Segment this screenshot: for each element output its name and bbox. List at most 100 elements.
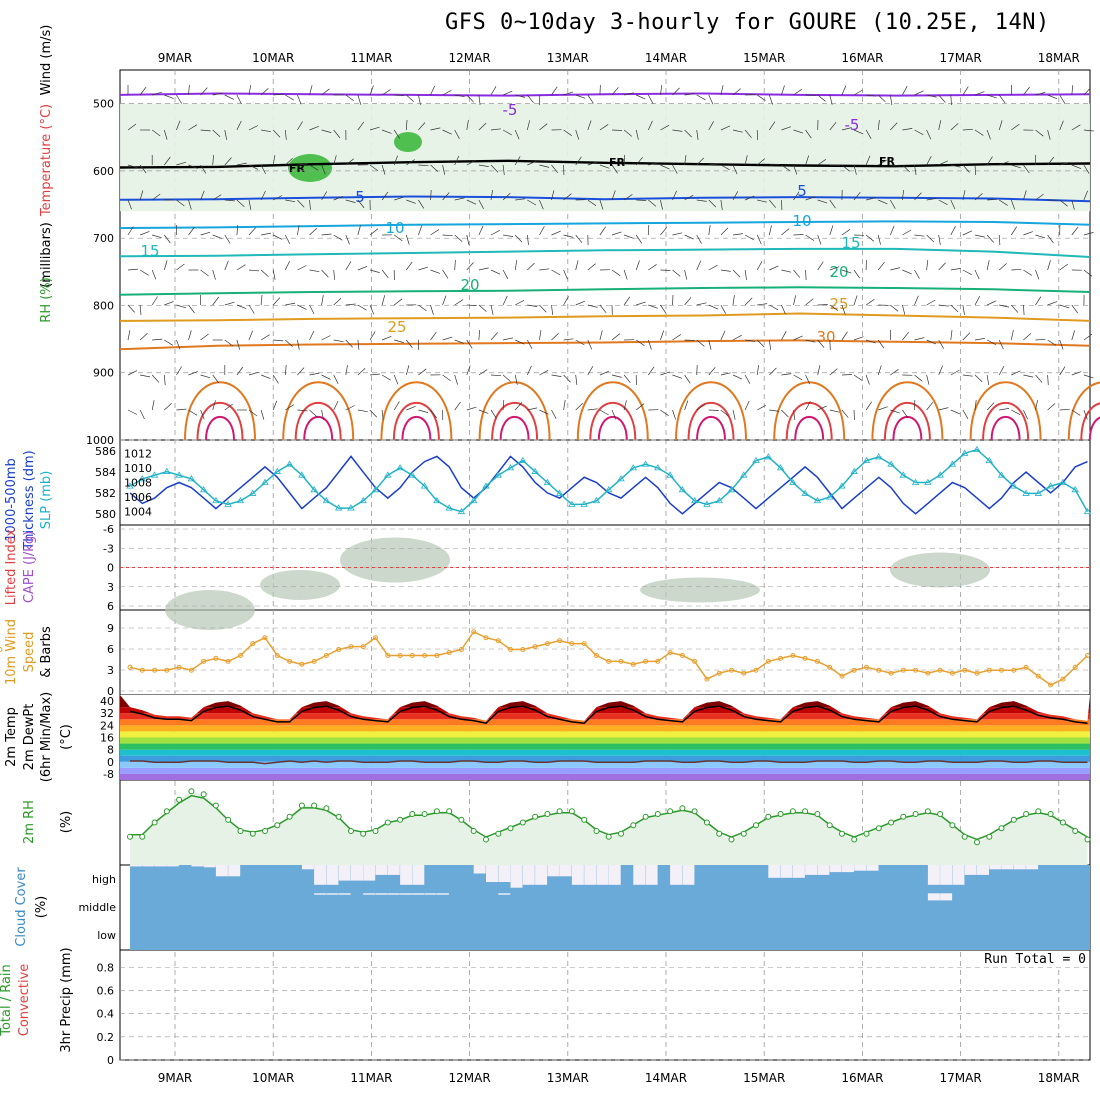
date-label-bottom: 12MAR (449, 1071, 491, 1085)
upper-axis-label: (millibars) (39, 222, 54, 288)
wind-barb (974, 193, 983, 201)
wind-barb (865, 129, 872, 139)
wind-barb (515, 198, 526, 201)
wind-barb (1059, 366, 1066, 376)
wind-barb (454, 197, 465, 201)
boundary-layer-contour (282, 381, 355, 441)
wind-barb (490, 164, 499, 173)
wind-barb (1011, 304, 1019, 313)
date-label-bottom: 18MAR (1038, 1071, 1080, 1085)
wind-barb (563, 91, 574, 96)
wind-barb (151, 374, 160, 383)
wind-barb (660, 164, 670, 170)
boundary-layer-contour (401, 415, 432, 441)
date-label-top: 12MAR (449, 51, 491, 65)
cloud-gap (1026, 865, 1039, 870)
slp-marker (396, 464, 404, 471)
wind-barb (708, 264, 718, 271)
rh-marker (188, 788, 195, 795)
rh-marker (789, 808, 796, 815)
run-total-label: Run Total = 0 (984, 952, 1086, 967)
isotherm-line (119, 312, 1091, 322)
rh-marker (200, 791, 207, 798)
wind-barb (188, 84, 190, 96)
precip-tick-label: 0.8 (97, 961, 115, 974)
wind-barb (466, 262, 474, 271)
slp-marker (727, 486, 736, 493)
cloud-gap (363, 865, 376, 881)
wind-barb (914, 164, 917, 175)
wind-barb (950, 330, 953, 341)
wind-speed-marker (520, 647, 526, 652)
isotherm-line (119, 92, 1091, 97)
wind-barb (636, 301, 646, 306)
wind-barb (212, 296, 219, 306)
wind-speed-marker (422, 653, 428, 658)
wind-barb (696, 339, 705, 347)
rh-marker (483, 836, 489, 843)
wind-barb (478, 304, 487, 312)
wind-barb (454, 374, 458, 385)
rh-marker (802, 808, 809, 815)
cloud-gap (1013, 865, 1026, 870)
wind-barb (490, 229, 500, 236)
wind-barb (406, 94, 415, 102)
wind-barb (672, 374, 683, 379)
wind-barb (950, 268, 961, 271)
temp-tick-label: -8 (103, 768, 114, 781)
wind-barb (1047, 94, 1058, 100)
wind-barb (986, 402, 995, 411)
pressure-tick-label: 900 (93, 367, 114, 380)
wind-barb (890, 409, 900, 414)
wind-barb (321, 335, 331, 341)
wind-barb (793, 234, 804, 236)
isotherm-line (119, 247, 1091, 258)
wind-barb (587, 339, 593, 350)
wind-barb (127, 304, 135, 313)
wind-barb (599, 226, 606, 236)
wind-barb (297, 163, 308, 166)
temp2m-label-4: (°C) (59, 724, 74, 750)
slp-marker (347, 504, 355, 511)
wind-barb (394, 94, 405, 97)
wind-barb (1071, 371, 1082, 376)
wind-barb (817, 261, 824, 271)
wind-barb (599, 304, 607, 314)
wind-barb (962, 128, 973, 131)
wind-barb (1083, 374, 1094, 379)
cloud-gap (535, 865, 548, 885)
wind-barb (478, 199, 484, 209)
wind-barb (236, 94, 242, 105)
wind-barb (321, 164, 326, 175)
wind-barb (164, 234, 171, 244)
cloud-gap (596, 865, 609, 885)
slp-marker (654, 464, 662, 471)
wind-barb (345, 234, 350, 245)
contour-label: 5 (355, 188, 365, 206)
wind-barb (696, 404, 706, 411)
wind-barb (224, 301, 235, 306)
slp-tick-label: 1012 (124, 447, 152, 460)
wind-barb (152, 338, 163, 341)
wind-speed-marker (360, 644, 366, 650)
wind-barb (1035, 400, 1038, 411)
wind-barb (321, 295, 324, 306)
wind-barb (563, 193, 572, 201)
wind-barb (1047, 156, 1055, 166)
wind-barb (877, 234, 881, 245)
wind-barb (684, 93, 695, 96)
wind-barb (587, 408, 598, 411)
slp-marker (212, 496, 220, 504)
wind-barb (357, 94, 362, 105)
wind-barb (998, 120, 1003, 131)
contour-label: 25 (829, 295, 848, 313)
wind-barb (248, 269, 260, 272)
wind-barb (369, 409, 378, 418)
slp-marker (384, 471, 392, 478)
wind-barb (926, 260, 929, 271)
wind-speed-marker (778, 655, 784, 661)
rh-marker (212, 802, 219, 809)
slp-marker (789, 478, 797, 485)
wind-barb (841, 269, 852, 274)
